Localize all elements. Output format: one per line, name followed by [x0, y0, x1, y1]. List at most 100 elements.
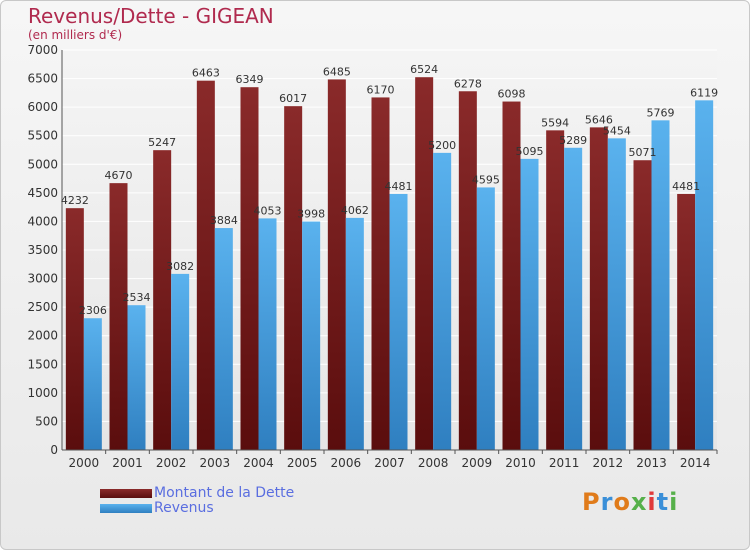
bar-dette: [415, 77, 434, 450]
data-label: 5095: [516, 145, 544, 158]
data-label: 4053: [254, 204, 282, 217]
data-label: 4481: [672, 180, 700, 193]
data-label: 4670: [105, 169, 133, 182]
bar-dette: [589, 127, 608, 450]
data-label: 6349: [236, 73, 264, 86]
bar-revenus: [83, 318, 102, 450]
x-tick-label: 2010: [505, 456, 536, 470]
data-label: 4232: [61, 194, 89, 207]
x-tick-label: 2009: [462, 456, 493, 470]
legend-swatch-revenus: [100, 503, 152, 513]
data-label: 6485: [323, 65, 351, 78]
data-label: 2306: [79, 304, 107, 317]
bar-revenus: [520, 158, 539, 450]
bar-dette: [65, 208, 84, 450]
data-label: 5289: [559, 134, 587, 147]
x-tick-label: 2011: [549, 456, 580, 470]
bar-revenus: [171, 273, 190, 450]
x-tick-label: 2004: [243, 456, 274, 470]
bar-dette: [371, 97, 390, 450]
y-tick-label: 6000: [27, 100, 58, 114]
data-label: 6278: [454, 77, 482, 90]
bar-dette: [196, 80, 215, 450]
data-label: 3884: [210, 214, 238, 227]
x-tick-label: 2006: [331, 456, 362, 470]
y-tick-label: 7000: [27, 43, 58, 57]
data-label: 4481: [385, 180, 413, 193]
data-label: 5247: [148, 136, 176, 149]
bar-revenus: [476, 187, 495, 450]
bar-revenus: [607, 138, 626, 451]
x-tick-label: 2007: [374, 456, 405, 470]
x-tick-label: 2001: [112, 456, 143, 470]
legend-label-revenus: Revenus: [154, 500, 214, 516]
data-label: 6170: [367, 83, 395, 96]
x-tick-label: 2005: [287, 456, 318, 470]
y-tick-label: 5000: [27, 157, 58, 171]
x-tick-label: 2002: [156, 456, 187, 470]
data-label: 5071: [629, 146, 657, 159]
bar-dette: [327, 79, 346, 450]
y-tick-label: 4000: [27, 214, 58, 228]
data-label: 6017: [279, 92, 307, 105]
bar-dette: [109, 183, 128, 450]
bar-dette: [677, 193, 696, 450]
bar-dette: [284, 106, 303, 451]
data-label: 5594: [541, 116, 569, 129]
data-label: 5769: [647, 106, 675, 119]
bar-revenus: [214, 228, 233, 450]
bar-revenus: [127, 305, 146, 450]
bar-revenus: [345, 217, 364, 450]
bar-dette: [458, 91, 477, 450]
y-tick-label: 1500: [27, 357, 58, 371]
data-label: 5454: [603, 124, 631, 137]
data-label: 3082: [166, 260, 194, 273]
x-tick-label: 2013: [636, 456, 667, 470]
y-tick-label: 5500: [27, 129, 58, 143]
data-label: 3998: [297, 208, 325, 221]
data-label: 5646: [585, 113, 613, 126]
bar-dette: [633, 160, 652, 450]
bar-dette: [240, 87, 259, 450]
x-tick-label: 2014: [680, 456, 711, 470]
x-tick-label: 2012: [593, 456, 624, 470]
bar-revenus: [564, 147, 583, 450]
data-label: 6463: [192, 67, 220, 80]
legend-item-dette: Montant de la Dette: [100, 486, 294, 501]
bar-revenus: [258, 218, 277, 450]
data-label: 6119: [690, 86, 718, 99]
y-tick-label: 0: [50, 443, 58, 457]
data-label: 6098: [498, 88, 526, 101]
legend-swatch-dette: [100, 488, 152, 498]
y-tick-label: 2000: [27, 329, 58, 343]
y-tick-label: 500: [35, 414, 58, 428]
data-label: 4595: [472, 173, 500, 186]
proxiti-logo: Proxiti: [582, 488, 679, 516]
bar-revenus: [695, 100, 714, 450]
bar-revenus: [302, 221, 321, 450]
y-tick-label: 3000: [27, 272, 58, 286]
data-label: 6524: [410, 63, 438, 76]
x-tick-label: 2000: [69, 456, 100, 470]
x-tick-label: 2008: [418, 456, 449, 470]
bar-revenus: [389, 193, 408, 450]
chart-title: Revenus/Dette - GIGEAN: [28, 4, 274, 28]
legend-item-revenus: Revenus: [100, 501, 294, 516]
y-tick-label: 4500: [27, 186, 58, 200]
bar-dette: [153, 150, 172, 450]
bar-revenus: [651, 120, 670, 450]
y-tick-label: 3500: [27, 243, 58, 257]
chart-subtitle: (en milliers d'€): [28, 28, 123, 42]
data-label: 5200: [428, 139, 456, 152]
data-label: 2534: [123, 291, 151, 304]
x-tick-label: 2003: [200, 456, 231, 470]
y-tick-label: 6500: [27, 72, 58, 86]
legend: Montant de la Dette Revenus: [100, 486, 294, 516]
y-tick-label: 1000: [27, 386, 58, 400]
legend-label-dette: Montant de la Dette: [154, 485, 295, 501]
data-label: 4062: [341, 204, 369, 217]
bar-dette: [546, 130, 565, 451]
bar-dette: [502, 101, 521, 451]
y-tick-label: 2500: [27, 300, 58, 314]
